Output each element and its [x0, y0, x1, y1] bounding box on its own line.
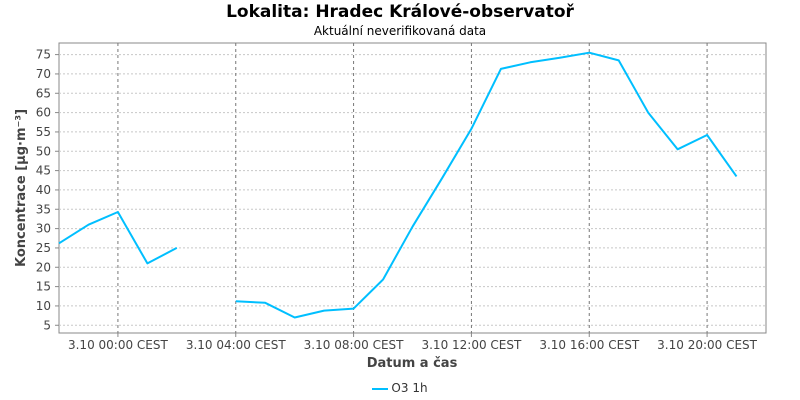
- y-tick-label: 60: [36, 106, 51, 120]
- y-axis: 5 10 15 20 25 30 35 40 45 50 55 60 65 70 75: [36, 48, 59, 332]
- chart-title: Lokalita: Hradec Králové-observatoř: [226, 2, 574, 22]
- y-tick-label: 75: [36, 48, 51, 62]
- y-tick-label: 35: [36, 202, 51, 216]
- x-tick-label: 3.10 08:00 CEST: [304, 338, 405, 352]
- x-axis-label: Datum a čas: [367, 356, 458, 371]
- legend: O3 1h: [0, 381, 800, 395]
- x-axis: 3.10 00:00 CEST 3.10 04:00 CEST 3.10 08:00…: [68, 333, 758, 352]
- y-axis-label: Koncentrace [µg·m⁻³]: [14, 109, 29, 267]
- y-tick-label: 25: [36, 241, 51, 255]
- x-tick-label: 3.10 16:00 CEST: [539, 338, 640, 352]
- chart-subtitle: Aktuální neverifikovaná data: [313, 24, 487, 38]
- grid-lines: [59, 43, 766, 333]
- x-tick-label: 3.10 00:00 CEST: [68, 338, 169, 352]
- series-line: [235, 51, 738, 319]
- x-tick-label: 3.10 12:00 CEST: [421, 338, 522, 352]
- series-line: [58, 211, 178, 265]
- y-tick-label: 30: [36, 222, 51, 236]
- y-tick-label: 70: [36, 67, 51, 81]
- y-tick-label: 15: [36, 280, 51, 294]
- legend-swatch: [372, 387, 389, 390]
- plot-area: [58, 42, 767, 334]
- y-tick-label: 55: [36, 125, 51, 139]
- x-tick-label: 3.10 04:00 CEST: [186, 338, 287, 352]
- y-tick-label: 10: [36, 299, 51, 313]
- x-tick-label: 3.10 20:00 CEST: [657, 338, 758, 352]
- y-tick-label: 5: [43, 318, 51, 332]
- y-tick-label: 40: [36, 183, 51, 197]
- legend-label: O3 1h: [391, 381, 428, 395]
- series-layer: [58, 51, 738, 319]
- y-tick-label: 45: [36, 164, 51, 178]
- y-tick-label: 20: [36, 260, 51, 274]
- y-tick-label: 50: [36, 144, 51, 158]
- y-tick-label: 65: [36, 86, 51, 100]
